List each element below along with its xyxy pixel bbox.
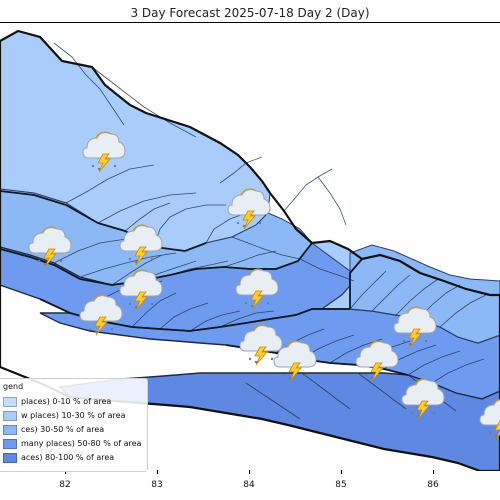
tick-label-82: 82 bbox=[59, 480, 71, 490]
weather-icon bbox=[119, 269, 163, 311]
weather-icon bbox=[235, 268, 279, 310]
weather-icon bbox=[82, 131, 126, 173]
weather-icon bbox=[119, 224, 163, 266]
legend-label: ces) 30-50 % of area bbox=[21, 425, 105, 434]
legend-swatch bbox=[3, 439, 17, 449]
weather-icon bbox=[227, 188, 271, 230]
tick-label-83: 83 bbox=[151, 480, 163, 490]
tick-label-84: 84 bbox=[243, 480, 255, 490]
legend-swatch bbox=[3, 425, 17, 435]
weather-icons bbox=[28, 131, 500, 440]
tick-mark bbox=[65, 470, 66, 474]
legend-swatch bbox=[3, 411, 17, 421]
weather-icon bbox=[401, 378, 445, 420]
weather-icon bbox=[79, 294, 123, 336]
x-axis: 82 83 84 85 86 bbox=[0, 470, 500, 500]
region-east-hills bbox=[349, 244, 500, 344]
tick-label-86: 86 bbox=[427, 480, 439, 490]
legend-label: aces) 80-100 % of area bbox=[21, 453, 115, 462]
legend-label: places) 0-10 % of area bbox=[21, 397, 112, 406]
legend-swatch bbox=[3, 453, 17, 463]
tick-mark bbox=[249, 470, 250, 474]
map-axes bbox=[0, 22, 500, 471]
legend-item-2: ces) 30-50 % of area bbox=[3, 423, 141, 437]
legend-item-0: places) 0-10 % of area bbox=[3, 395, 141, 409]
map-title: 3 Day Forecast 2025-07-18 Day 2 (Day) bbox=[130, 6, 370, 20]
legend-item-1: w places) 10-30 % of area bbox=[3, 409, 141, 423]
weather-icon bbox=[479, 398, 500, 440]
nepal-forecast-map bbox=[0, 29, 500, 471]
legend-swatch bbox=[3, 397, 17, 407]
country-outline bbox=[0, 29, 500, 471]
tick-label-85: 85 bbox=[335, 480, 347, 490]
legend-panel: gend places) 0-10 % of area w places) 10… bbox=[0, 378, 148, 472]
district-boundaries bbox=[53, 42, 487, 420]
weather-icon bbox=[355, 340, 399, 382]
legend-label: many places) 50-80 % of area bbox=[21, 439, 142, 448]
legend-label: w places) 10-30 % of area bbox=[21, 411, 126, 420]
weather-icon bbox=[393, 306, 437, 348]
weather-icon bbox=[28, 226, 72, 268]
legend-item-4: aces) 80-100 % of area bbox=[3, 451, 141, 465]
weather-icon bbox=[239, 324, 283, 366]
tick-mark bbox=[433, 470, 434, 474]
tick-mark bbox=[157, 470, 158, 474]
weather-icon bbox=[273, 340, 317, 382]
tick-mark bbox=[341, 470, 342, 474]
legend-item-3: many places) 50-80 % of area bbox=[3, 437, 141, 451]
legend-title: gend bbox=[3, 382, 24, 391]
